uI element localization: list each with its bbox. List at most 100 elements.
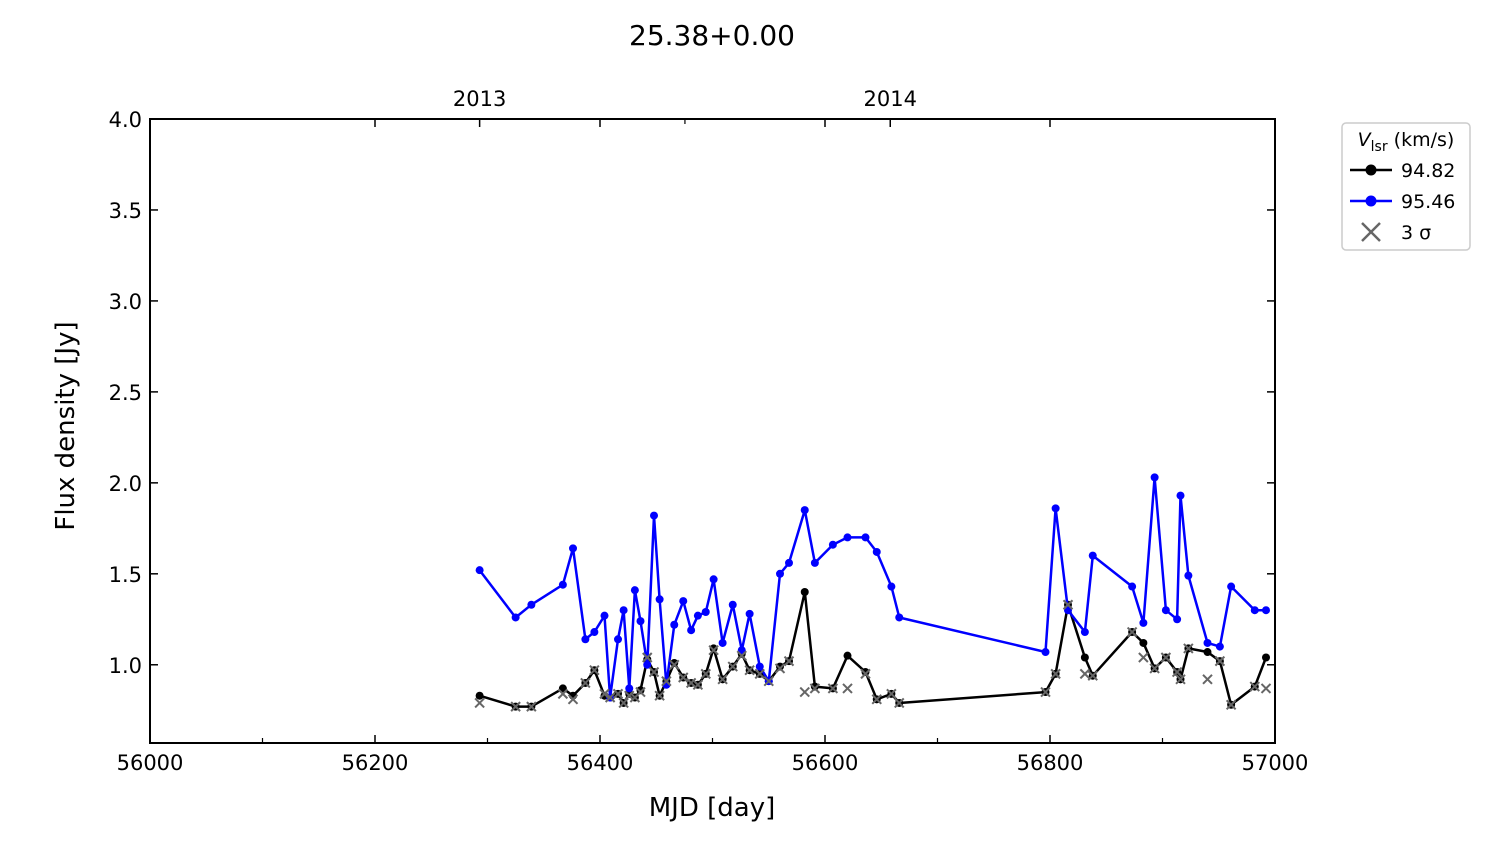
sigma-marker <box>1260 683 1272 694</box>
sigma-marker <box>1079 668 1091 680</box>
series-point-1 <box>785 558 793 567</box>
series-point-1 <box>558 580 567 589</box>
series-point-1 <box>614 635 622 644</box>
x-tick-label: 56800 <box>1017 751 1084 775</box>
chart-title: 25.38+0.00 <box>629 19 795 52</box>
sigma-marker <box>1126 626 1138 638</box>
series-point-1 <box>1227 582 1236 591</box>
sigma-marker <box>612 688 624 700</box>
x-tick-label: 56600 <box>792 751 859 775</box>
sigma-marker <box>648 666 660 678</box>
sigma-marker <box>1138 652 1149 663</box>
sigma-marker <box>526 701 537 712</box>
sigma-marker <box>1062 599 1074 610</box>
series-point-1 <box>687 626 696 635</box>
series-point-1 <box>569 544 577 553</box>
series-point-1 <box>1184 571 1193 580</box>
sigma-marker <box>599 688 610 700</box>
sigma-marker <box>871 694 882 705</box>
y-tick-label: 1.0 <box>109 654 142 678</box>
series-point-1 <box>810 558 819 567</box>
top-tick-label: 2013 <box>453 87 506 111</box>
series-point-1 <box>619 606 628 615</box>
sigma-marker <box>736 650 747 661</box>
series-point-1 <box>872 547 881 556</box>
y-axis-title: Flux density [Jy] <box>51 321 81 530</box>
sigma-marker <box>774 663 786 674</box>
sigma-marker <box>1050 668 1061 680</box>
series-point-1 <box>1088 551 1097 560</box>
y-tick-label: 4.0 <box>109 108 142 132</box>
series-point-1 <box>1203 638 1212 647</box>
sigma-marker <box>894 697 905 709</box>
series-point-1 <box>655 595 664 604</box>
series-point-1 <box>1176 491 1185 500</box>
series-point-1 <box>895 613 904 622</box>
sigma-marker <box>1040 686 1051 698</box>
legend-label-series-1: 95.46 <box>1401 191 1455 213</box>
series-point-1 <box>1262 606 1270 615</box>
series-point-1 <box>581 635 590 644</box>
sigma-marker <box>624 690 635 701</box>
series-point-1 <box>636 617 645 626</box>
series-point-1 <box>1041 648 1050 657</box>
series-point-0 <box>558 684 567 693</box>
sigma-marker <box>510 701 521 712</box>
series-point-1 <box>1080 628 1089 637</box>
series-point-0 <box>800 588 809 597</box>
x-axis-title: MJD [day] <box>649 793 776 823</box>
legend-title-unit: (km/s) <box>1388 129 1455 151</box>
series-point-0 <box>1262 653 1270 662</box>
sigma-layer <box>474 599 1272 712</box>
series-point-1 <box>475 566 484 575</box>
x-tick-label: 56200 <box>342 751 409 775</box>
series-point-0 <box>1203 648 1212 657</box>
series-point-1 <box>1139 618 1148 627</box>
series-point-1 <box>650 511 658 520</box>
sigma-marker <box>727 661 738 672</box>
series-layer <box>475 473 1270 711</box>
y-tick-label: 1.5 <box>109 563 142 587</box>
series-point-1 <box>755 662 764 671</box>
series-point-1 <box>718 638 727 647</box>
sigma-marker <box>809 683 821 694</box>
x-axis: 56000 56200 56400 56600 56800 57000 <box>117 119 1308 775</box>
series-point-1 <box>590 628 599 637</box>
legend: Vlsr (km/s) 94.82 95.46 3 σ <box>1341 122 1471 251</box>
sigma-marker <box>635 686 646 698</box>
sigma-marker <box>557 688 569 700</box>
legend-marker-series-1 <box>1365 195 1377 207</box>
top-axis: 2013 2014 <box>453 87 917 127</box>
series-point-1 <box>800 506 809 515</box>
series-point-1 <box>630 586 639 595</box>
sigma-marker <box>827 683 839 694</box>
series-point-1 <box>843 533 852 542</box>
series-point-1 <box>776 569 784 578</box>
y-tick-label: 3.5 <box>109 199 142 223</box>
legend-marker-sigma <box>1361 222 1381 242</box>
legend-marker-series-0 <box>1365 164 1377 176</box>
series-point-0 <box>861 668 870 677</box>
sigma-marker <box>1149 663 1160 674</box>
sigma-marker <box>842 683 853 694</box>
series-point-1 <box>1064 606 1072 615</box>
series-point-1 <box>643 660 652 669</box>
sigma-marker <box>474 697 485 709</box>
sigma-marker <box>692 679 704 690</box>
legend-title: Vlsr (km/s) <box>1358 129 1455 155</box>
sigma-marker <box>1087 670 1098 681</box>
series-point-1 <box>701 608 710 617</box>
series-point-1 <box>887 582 896 591</box>
sigma-marker <box>1202 674 1213 685</box>
series-point-1 <box>728 600 737 609</box>
sigma-marker <box>567 694 579 705</box>
y-tick-label: 2.5 <box>109 381 142 405</box>
series-point-1 <box>1161 606 1170 615</box>
sigma-marker <box>754 668 765 680</box>
sigma-marker <box>717 674 728 685</box>
sigma-marker <box>1225 699 1237 711</box>
sigma-marker <box>1214 655 1226 667</box>
series-point-1 <box>527 600 536 609</box>
sigma-marker <box>678 672 689 683</box>
